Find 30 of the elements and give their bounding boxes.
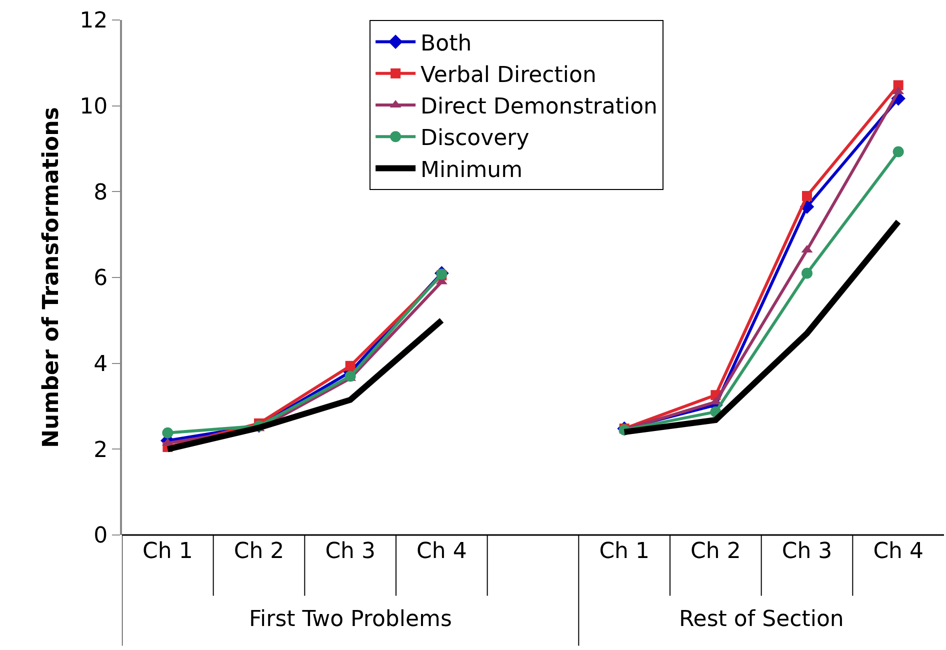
y-tick-label: 6 — [94, 266, 108, 292]
x-tick-label: Ch 3 — [325, 539, 376, 564]
x-tick-label: Ch 4 — [416, 539, 467, 564]
y-tick-label: 10 — [80, 94, 108, 120]
legend-label: Verbal Direction — [420, 62, 596, 88]
x-tick-label: Ch 4 — [873, 539, 924, 564]
x-tick-label: Ch 3 — [782, 539, 832, 564]
point — [344, 370, 356, 382]
point — [802, 268, 812, 279]
text: Rest of Section — [679, 607, 844, 632]
point — [892, 146, 904, 158]
point — [162, 427, 174, 438]
y-axis-title: Number of Transformations — [38, 107, 64, 448]
point — [345, 360, 356, 371]
x-tick-label: Ch 2 — [234, 539, 284, 564]
point — [802, 190, 812, 201]
y-tick-label: 8 — [94, 180, 108, 206]
y-tick-label: 12 — [80, 8, 108, 34]
legend-label: Minimum — [420, 158, 523, 183]
legend-label: Both — [420, 31, 472, 56]
legend-label: Discovery — [420, 126, 530, 152]
legend-label: Direct Demonstration — [420, 94, 658, 120]
text: First Two Problems — [249, 607, 452, 632]
y-tick-label: 4 — [94, 352, 108, 378]
x-tick-label: Ch 1 — [142, 539, 193, 564]
y-tick-label: 2 — [94, 438, 108, 463]
point — [893, 80, 904, 90]
x-tick-label: Ch 2 — [690, 539, 741, 564]
y-tick-label: 0 — [94, 524, 108, 549]
x-tick-label: Ch 1 — [599, 539, 650, 564]
